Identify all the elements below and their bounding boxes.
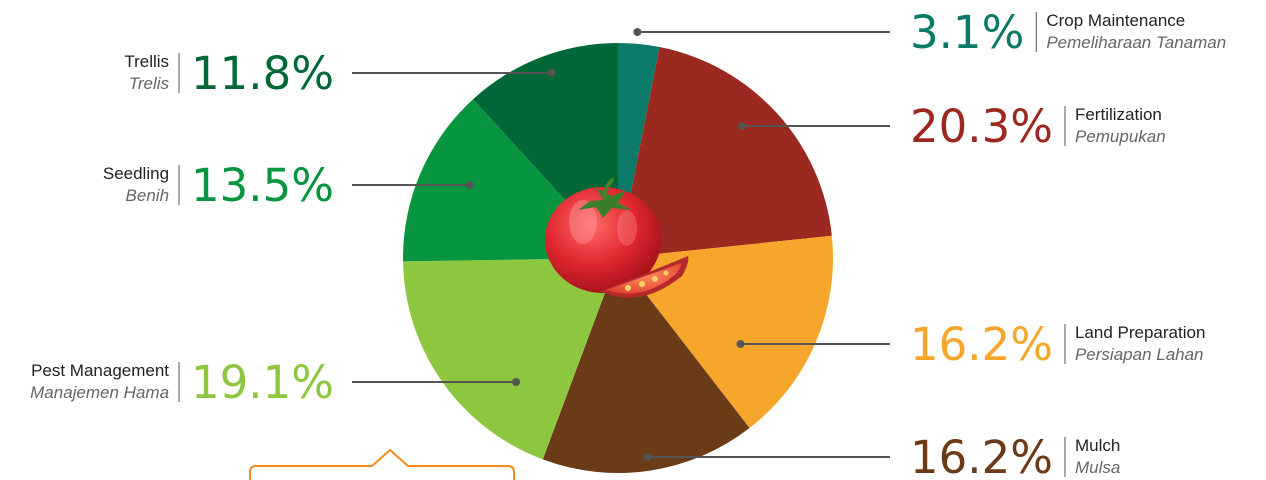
slice-pest-management — [403, 258, 618, 460]
percent-label-seedling: 13.5% — [191, 159, 334, 212]
slice-labels: 3.1% Crop Maintenance Pemeliharaan Tanaman… — [30, 6, 1226, 480]
leader-dot-crop-maintenance — [633, 28, 642, 36]
tomato-icon — [545, 178, 689, 298]
percent-label-mulch: 16.2% — [910, 431, 1053, 480]
name-id-label-fertilization: Pemupukan — [1075, 127, 1166, 146]
percent-label-land-preparation: 16.2% — [910, 318, 1053, 371]
leader-dot-seedling — [466, 181, 474, 189]
leader-lines — [352, 28, 890, 461]
name-label-mulch: Mulch — [1075, 436, 1120, 455]
name-label-pest-management: Pest Management — [31, 361, 169, 380]
slice-fertilization — [618, 47, 832, 258]
percent-label-trellis: 11.8% — [191, 47, 334, 100]
slice-land-preparation — [618, 235, 834, 429]
name-id-label-seedling: Benih — [126, 186, 169, 205]
leader-dot-mulch — [644, 453, 652, 461]
name-label-fertilization: Fertilization — [1075, 105, 1162, 124]
name-label-seedling: Seedling — [103, 164, 169, 183]
name-id-label-crop-maintenance: Pemeliharaan Tanaman — [1046, 33, 1226, 52]
name-label-land-preparation: Land Preparation — [1075, 323, 1205, 342]
name-label-crop-maintenance: Crop Maintenance — [1046, 11, 1185, 30]
name-id-label-mulch: Mulsa — [1075, 458, 1120, 477]
slice-mulch — [542, 258, 750, 473]
name-id-label-pest-management: Manajemen Hama — [30, 383, 169, 402]
percent-label-fertilization: 20.3% — [910, 100, 1053, 153]
leader-dot-pest-management — [512, 378, 521, 386]
leader-dot-trellis — [547, 69, 556, 77]
name-id-label-trellis: Trelis — [129, 74, 170, 93]
name-id-label-land-preparation: Persiapan Lahan — [1075, 345, 1204, 364]
percent-label-pest-management: 19.1% — [191, 356, 334, 409]
percent-label-crop-maintenance: 3.1% — [910, 6, 1024, 59]
leader-dot-land-preparation — [736, 340, 745, 348]
name-label-trellis: Trellis — [124, 52, 169, 71]
callout-box — [249, 448, 515, 480]
leader-dot-fertilization — [737, 122, 746, 130]
